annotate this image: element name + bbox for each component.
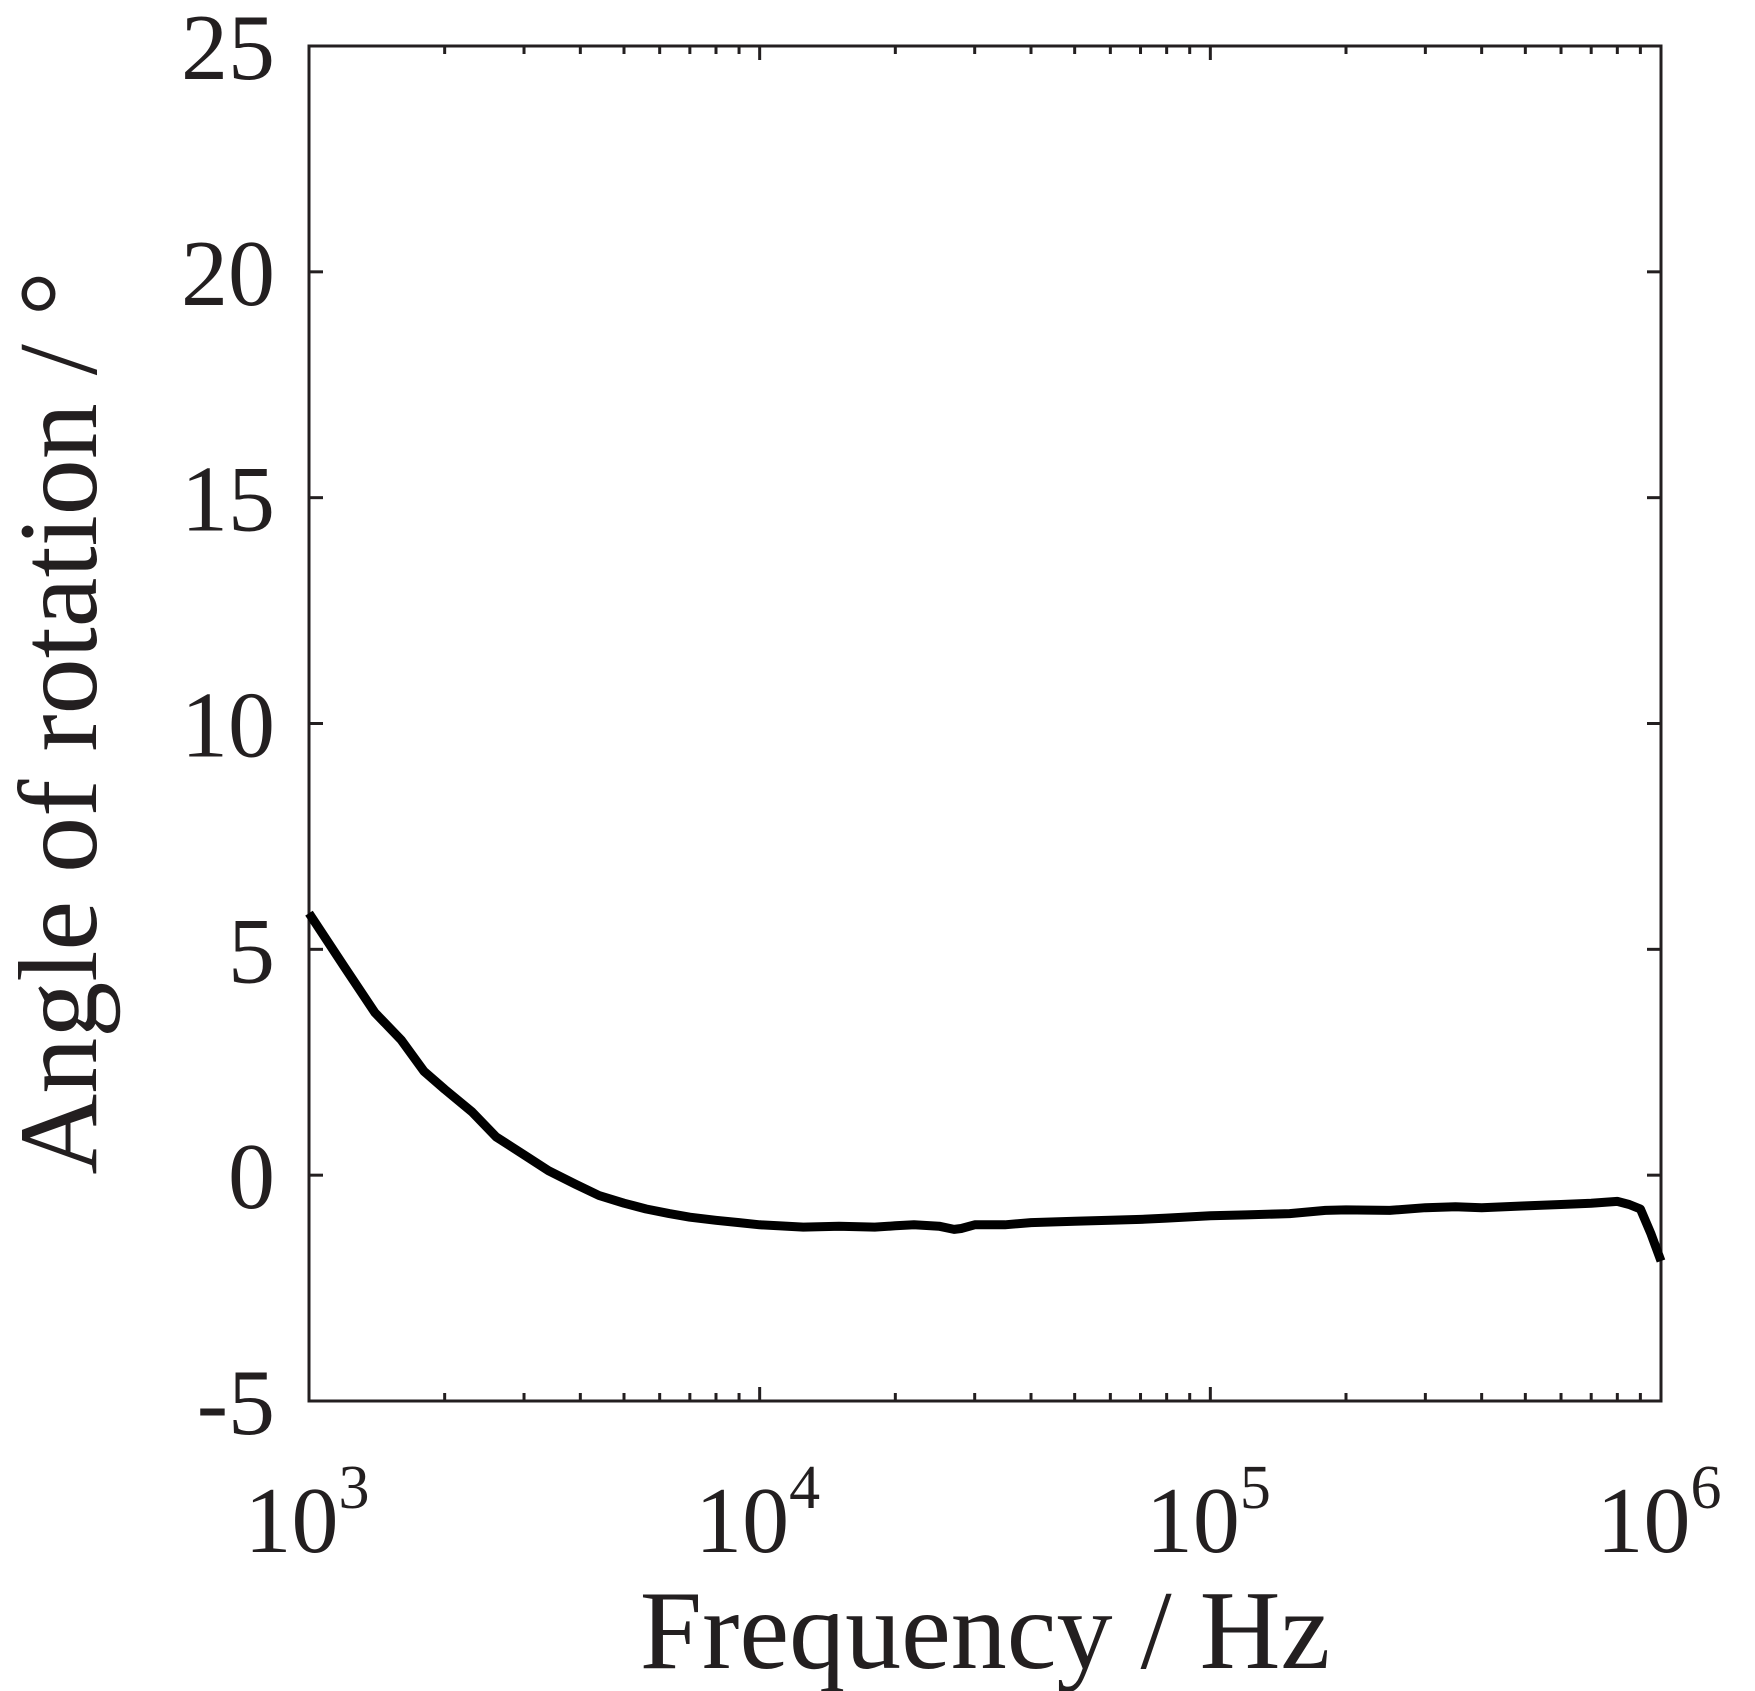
x-tick-label: 104 [695,1454,820,1573]
y-tick-label: 10 [181,674,275,778]
x-tick-base: 10 [695,1469,789,1573]
y-tick-label: 0 [228,1125,275,1229]
y-tick-labels: -5 0 5 10 15 20 25 [181,0,275,1455]
y-tick-label: 25 [181,0,275,100]
y-tick-label: 15 [181,448,275,552]
x-tick-label: 105 [1146,1454,1271,1573]
y-tick-label: -5 [197,1351,275,1455]
x-axis-label: Frequency / Hz [640,1569,1330,1691]
x-tick-exponent: 4 [789,1454,820,1522]
x-tick-labels: 103 104 105 106 [245,1454,1722,1573]
plot-frame [307,44,1663,1403]
x-tick-base: 10 [245,1469,339,1573]
x-tick-exponent: 6 [1691,1454,1722,1522]
x-tick-exponent: 3 [339,1454,370,1522]
y-tick-label: 20 [181,222,275,326]
x-tick-base: 10 [1146,1469,1240,1573]
series-layer [305,910,1666,1263]
x-tick-label: 106 [1597,1454,1722,1573]
y-tick-label: 5 [228,899,275,1003]
y-axis-label: Angle of rotation / ° [0,271,121,1174]
series-line [305,910,1666,1263]
axis-ticks [307,44,1663,1403]
x-tick-label: 103 [245,1454,370,1573]
x-tick-base: 10 [1597,1469,1691,1573]
x-tick-exponent: 5 [1240,1454,1271,1522]
